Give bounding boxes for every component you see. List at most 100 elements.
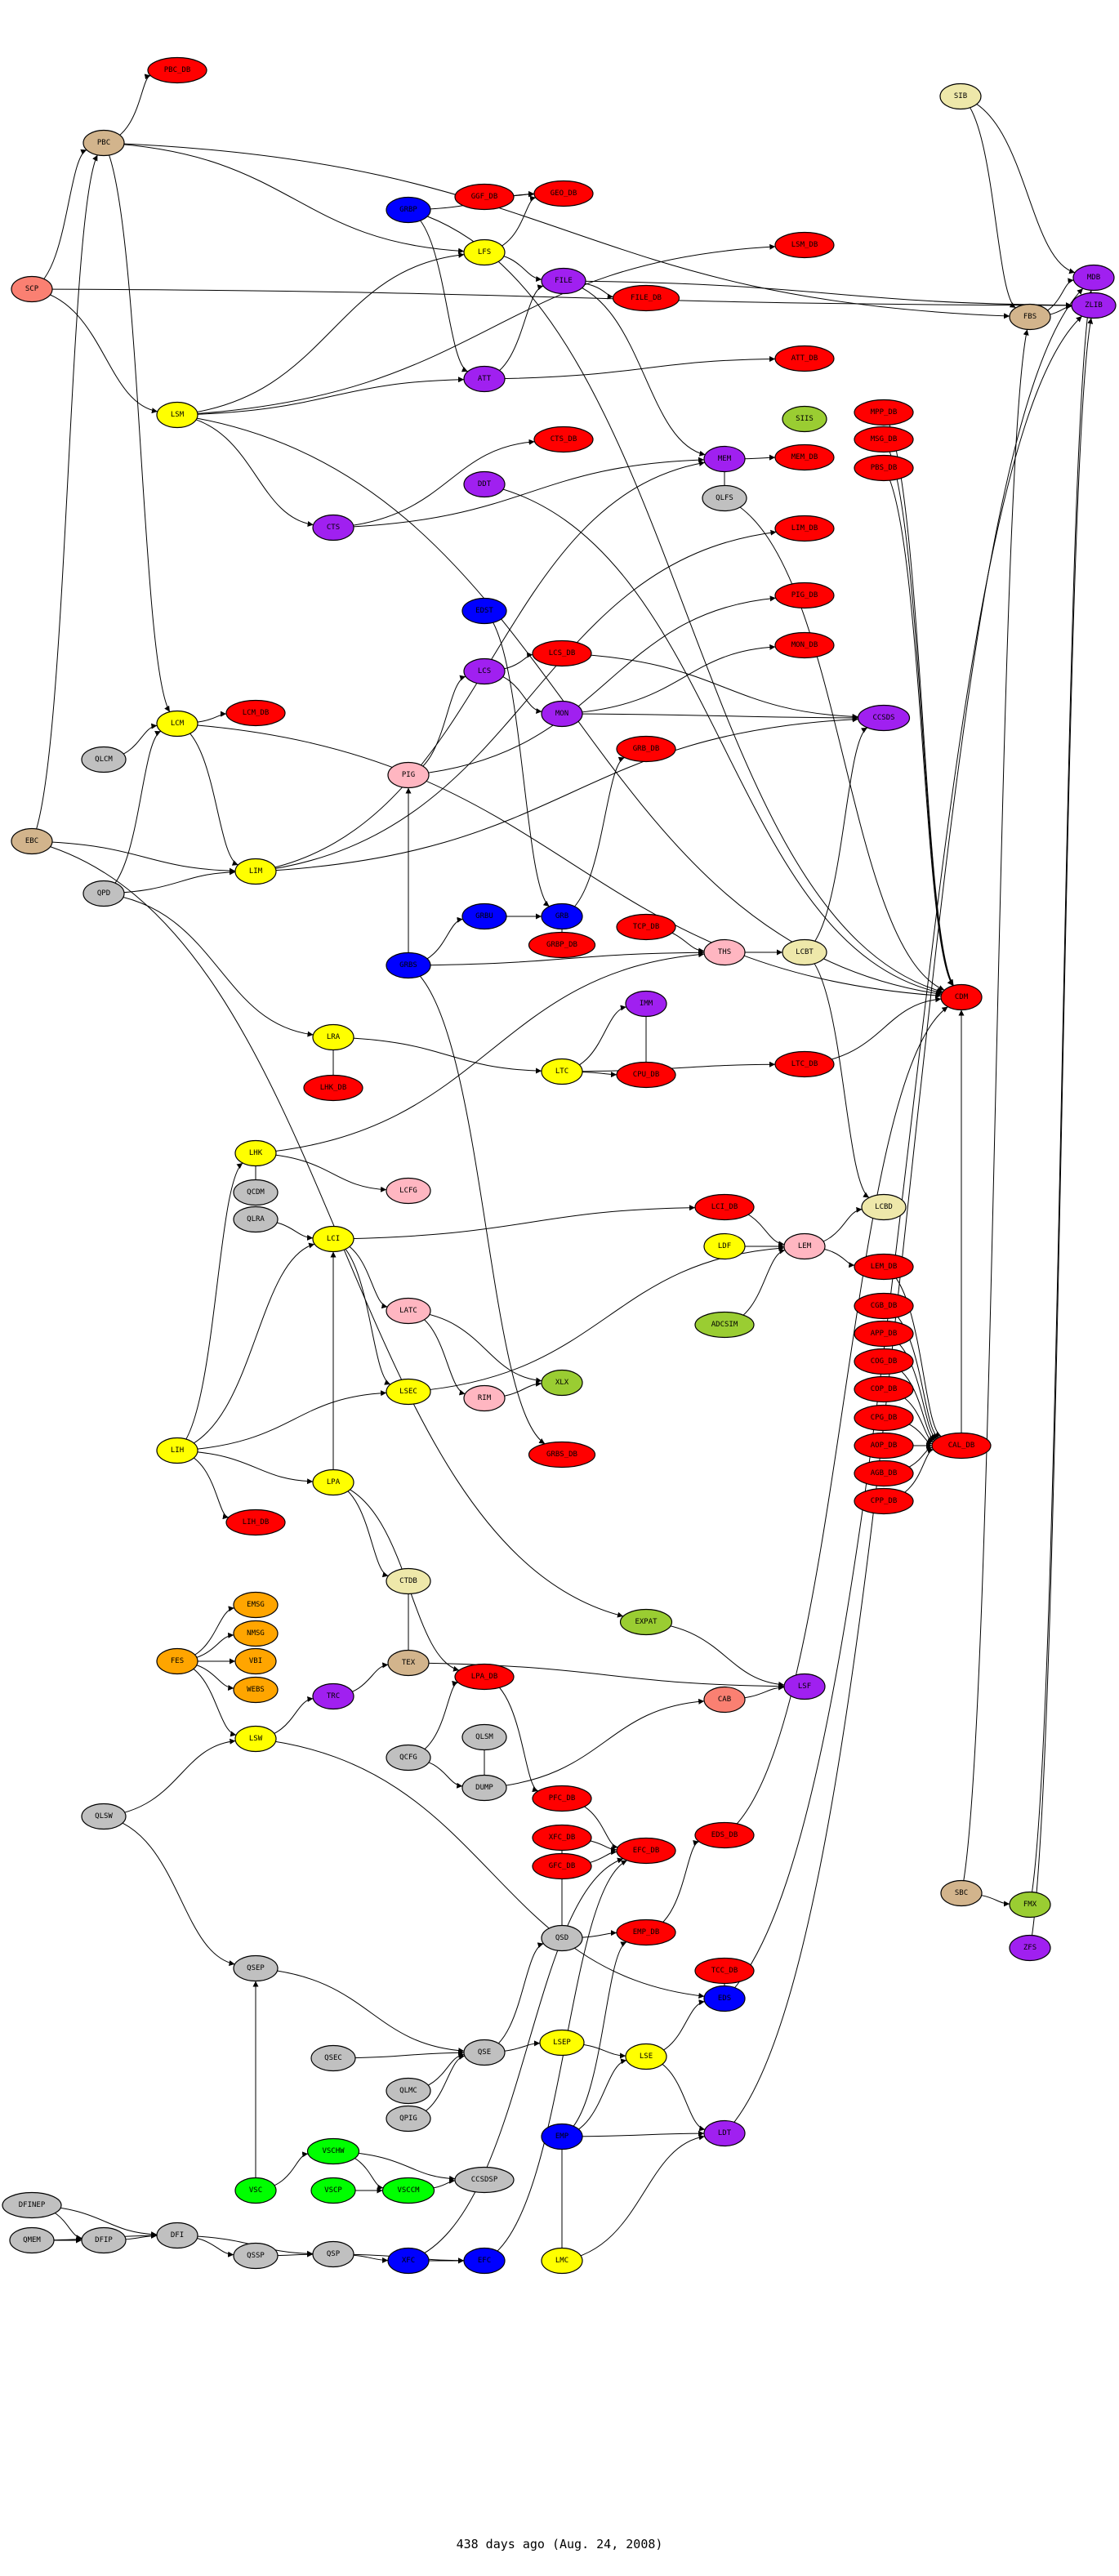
node-tex[interactable]: TEX <box>387 1649 430 1677</box>
node-efc[interactable]: EFC <box>463 2247 506 2275</box>
node-lem[interactable]: LEM <box>783 1232 826 1260</box>
node-grbs[interactable]: GRBS <box>386 952 431 979</box>
node-mon[interactable]: MON <box>541 700 583 728</box>
node-qcdm[interactable]: QCDM <box>233 1179 279 1206</box>
node-vbi[interactable]: VBI <box>234 1647 277 1675</box>
node-lpa-db[interactable]: LPA_DB <box>454 1663 515 1691</box>
node-efc-db[interactable]: EFC_DB <box>616 1837 676 1865</box>
node-webs[interactable]: WEBS <box>233 1676 279 1704</box>
node-nmsg[interactable]: NMSG <box>233 1620 279 1647</box>
node-aop-db[interactable]: AOP_DB <box>854 1432 914 1460</box>
node-xfc-db[interactable]: XFC_DB <box>532 1824 592 1852</box>
node-cab[interactable]: CAB <box>703 1686 746 1714</box>
node-pbc[interactable]: PBC <box>82 129 125 157</box>
node-app-db[interactable]: APP_DB <box>854 1320 914 1348</box>
node-ldt[interactable]: LDT <box>703 2119 746 2147</box>
node-tcp-db[interactable]: TCP_DB <box>616 913 676 941</box>
node-ggf-db[interactable]: GGF_DB <box>454 183 515 211</box>
node-lem-db[interactable]: LEM_DB <box>854 1253 914 1281</box>
node-dfinep[interactable]: DFINEP <box>2 2191 62 2219</box>
node-lih[interactable]: LIH <box>156 1437 198 1464</box>
node-cpg-db[interactable]: CPG_DB <box>854 1404 914 1432</box>
node-pbs-db[interactable]: PBS_DB <box>854 454 914 482</box>
node-lra[interactable]: LRA <box>312 1023 354 1051</box>
node-qlsm[interactable]: QLSM <box>461 1723 507 1751</box>
node-cts-db[interactable]: CTS_DB <box>533 426 594 453</box>
node-lsf[interactable]: LSF <box>783 1673 826 1700</box>
node-file-db[interactable]: FILE_DB <box>612 284 680 312</box>
node-mem-db[interactable]: MEM_DB <box>774 443 835 471</box>
node-adcsim[interactable]: ADCSIM <box>694 1311 755 1339</box>
node-grbu[interactable]: GRBU <box>461 902 507 930</box>
node-grbp[interactable]: GRBP <box>386 196 431 224</box>
node-qmem[interactable]: QMEM <box>9 2226 55 2254</box>
node-gfc-db[interactable]: GFC_DB <box>532 1852 592 1880</box>
node-agb-db[interactable]: AGB_DB <box>854 1460 914 1487</box>
node-mdb[interactable]: MDB <box>1072 264 1115 292</box>
node-lcs[interactable]: LCS <box>463 657 506 685</box>
node-grb-db[interactable]: GRB_DB <box>616 735 676 763</box>
node-ltc[interactable]: LTC <box>541 1058 583 1085</box>
node-vsc[interactable]: VSC <box>234 2177 277 2204</box>
node-emp[interactable]: EMP <box>541 2123 583 2150</box>
node-qlfs[interactable]: QLFS <box>702 484 747 512</box>
node-lcbt[interactable]: LCBT <box>782 938 827 966</box>
node-eds-db[interactable]: EDS_DB <box>694 1821 755 1849</box>
node-lsec[interactable]: LSEC <box>386 1378 431 1406</box>
node-cog-db[interactable]: COG_DB <box>854 1348 914 1375</box>
node-lsm-db[interactable]: LSM_DB <box>774 231 835 259</box>
node-pbc-db[interactable]: PBC_DB <box>147 56 207 84</box>
node-qlcm[interactable]: QLCM <box>81 746 127 773</box>
node-sib[interactable]: SIB <box>939 82 982 110</box>
node-cgb-db[interactable]: CGB_DB <box>854 1292 914 1320</box>
node-mon-db[interactable]: MON_DB <box>774 631 835 659</box>
node-vsccm[interactable]: VSCCM <box>381 2177 435 2204</box>
node-lcm[interactable]: LCM <box>156 710 198 738</box>
node-qlsw[interactable]: QLSW <box>81 1803 127 1830</box>
node-ebc[interactable]: EBC <box>11 827 53 855</box>
node-cts[interactable]: CTS <box>312 514 354 541</box>
node-qlmc[interactable]: QLMC <box>386 2077 431 2105</box>
node-lci-db[interactable]: LCI_DB <box>694 1193 755 1221</box>
node-edst[interactable]: EDST <box>461 597 507 625</box>
node-lhk[interactable]: LHK <box>234 1139 277 1167</box>
node-cpu-db[interactable]: CPU_DB <box>616 1061 676 1089</box>
node-fes[interactable]: FES <box>156 1647 198 1675</box>
node-qlra[interactable]: QLRA <box>233 1206 279 1233</box>
node-dfi[interactable]: DFI <box>156 2222 198 2249</box>
node-cop-db[interactable]: COP_DB <box>854 1375 914 1403</box>
node-xfc[interactable]: XFC <box>387 2247 430 2275</box>
node-ddt[interactable]: DDT <box>463 470 506 498</box>
node-dump[interactable]: DUMP <box>461 1774 507 1802</box>
node-grb[interactable]: GRB <box>541 902 583 930</box>
node-geo-db[interactable]: GEO_DB <box>533 180 594 207</box>
node-lfs[interactable]: LFS <box>463 238 506 266</box>
node-qsep[interactable]: QSEP <box>233 1954 279 1982</box>
node-lpa[interactable]: LPA <box>312 1468 354 1496</box>
node-xlx[interactable]: XLX <box>541 1369 583 1397</box>
node-mem[interactable]: MEM <box>703 445 746 473</box>
node-lim[interactable]: LIM <box>234 858 277 885</box>
node-emp-db[interactable]: EMP_DB <box>616 1919 676 1946</box>
node-dfip[interactable]: DFIP <box>81 2226 127 2254</box>
node-qsp[interactable]: QSP <box>312 2240 354 2268</box>
node-lmc[interactable]: LMC <box>541 2247 583 2275</box>
node-tcc-db[interactable]: TCC_DB <box>694 1957 755 1985</box>
node-siis[interactable]: SIIS <box>782 405 827 433</box>
node-lsm[interactable]: LSM <box>156 401 198 429</box>
node-lcfg[interactable]: LCFG <box>386 1177 431 1205</box>
node-fmx[interactable]: FMX <box>1009 1891 1051 1919</box>
node-pig[interactable]: PIG <box>387 761 430 789</box>
node-ccsdsp[interactable]: CCSDSP <box>454 2166 515 2194</box>
node-lse[interactable]: LSE <box>625 2043 667 2070</box>
node-qsd[interactable]: QSD <box>541 1924 583 1952</box>
node-grbs-db[interactable]: GRBS_DB <box>528 1441 596 1468</box>
node-fbs[interactable]: FBS <box>1009 303 1051 331</box>
node-pig-db[interactable]: PIG_DB <box>774 582 835 609</box>
node-trc[interactable]: TRC <box>312 1682 354 1710</box>
node-rim[interactable]: RIM <box>463 1384 506 1412</box>
node-lcbd[interactable]: LCBD <box>861 1193 907 1221</box>
node-mpp-db[interactable]: MPP_DB <box>854 399 914 426</box>
node-latc[interactable]: LATC <box>386 1297 431 1325</box>
node-qse[interactable]: QSE <box>463 2039 506 2066</box>
